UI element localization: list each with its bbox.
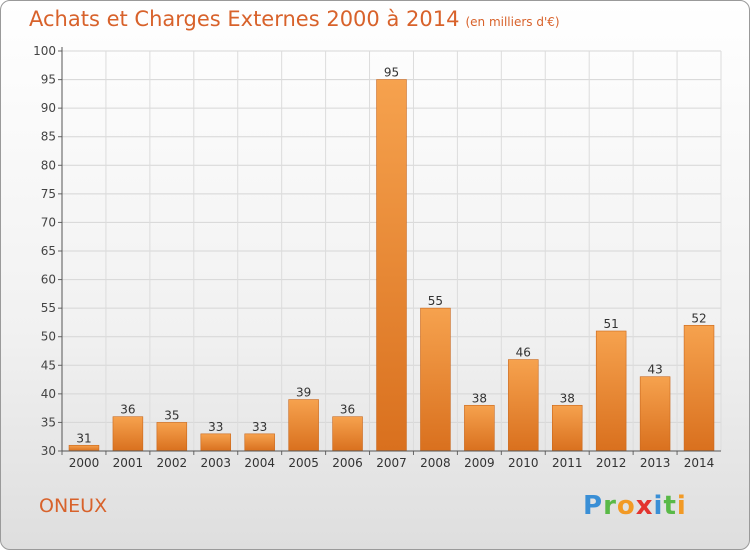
location-name: ONEUX <box>39 495 108 517</box>
bar <box>200 433 232 452</box>
bar <box>595 330 627 452</box>
data-label: 38 <box>472 391 487 405</box>
x-tick-label: 2013 <box>640 456 671 470</box>
x-tick-label: 2011 <box>552 456 583 470</box>
data-label: 35 <box>164 408 179 422</box>
x-tick-label: 2001 <box>113 456 144 470</box>
x-tick-label: 2009 <box>464 456 495 470</box>
data-label: 33 <box>252 420 267 434</box>
bar <box>420 307 451 452</box>
y-tick-label: 90 <box>41 101 56 115</box>
y-tick-label: 70 <box>41 215 56 229</box>
data-label: 36 <box>120 403 135 417</box>
y-tick-label: 30 <box>41 444 56 458</box>
x-tick-label: 2002 <box>157 456 188 470</box>
data-label: 95 <box>384 66 399 80</box>
bar <box>464 404 495 452</box>
x-tick-label: 2004 <box>244 456 275 470</box>
x-tick-label: 2014 <box>684 456 715 470</box>
x-tick-label: 2003 <box>200 456 231 470</box>
chart-subtitle: (en milliers d'€) <box>465 15 560 29</box>
bar <box>683 324 715 452</box>
y-tick-label: 50 <box>41 330 56 344</box>
data-label: 43 <box>647 363 662 377</box>
proxiti-logo: Proxiti <box>583 491 687 521</box>
y-tick-label: 40 <box>41 387 56 401</box>
y-tick-label: 55 <box>41 301 56 315</box>
x-tick-label: 2007 <box>376 456 407 470</box>
chart-title: Achats et Charges Externes 2000 à 2014 (e… <box>29 7 560 31</box>
data-label: 38 <box>560 391 575 405</box>
y-tick-label: 35 <box>41 415 56 429</box>
y-tick-label: 85 <box>41 130 56 144</box>
x-tick-label: 2000 <box>69 456 100 470</box>
axes: 30 35 40 45 50 55 60 65 70 75 80 85 90 95 100 31 2000 36 2… <box>33 44 721 470</box>
bar <box>288 399 319 452</box>
bars <box>68 79 715 452</box>
bar <box>508 359 539 452</box>
bar <box>112 416 144 452</box>
x-tick-label: 2005 <box>288 456 319 470</box>
y-tick-label: 95 <box>41 73 56 87</box>
y-tick-label: 75 <box>41 187 56 201</box>
y-tick-label: 100 <box>33 44 56 58</box>
data-label: 33 <box>208 420 223 434</box>
data-label: 46 <box>516 346 531 360</box>
y-tick-label: 80 <box>41 158 56 172</box>
bar <box>244 433 275 452</box>
bar <box>639 376 671 452</box>
y-tick-label: 60 <box>41 273 56 287</box>
x-tick-label: 2008 <box>420 456 451 470</box>
data-label: 55 <box>428 294 443 308</box>
bar <box>156 422 188 452</box>
x-tick-label: 2006 <box>332 456 363 470</box>
data-label: 31 <box>76 431 91 445</box>
x-tick-label: 2012 <box>596 456 627 470</box>
bar <box>376 79 407 452</box>
bar <box>332 416 363 452</box>
chart-title-text: Achats et Charges Externes 2000 à 2014 <box>29 7 460 31</box>
x-tick-label: 2010 <box>508 456 539 470</box>
data-label: 36 <box>340 403 355 417</box>
bar <box>551 404 583 452</box>
data-label: 39 <box>296 386 311 400</box>
data-label: 51 <box>604 317 619 331</box>
y-tick-label: 65 <box>41 244 56 258</box>
data-label: 52 <box>691 311 706 325</box>
bar <box>68 444 100 452</box>
y-tick-label: 45 <box>41 358 56 372</box>
